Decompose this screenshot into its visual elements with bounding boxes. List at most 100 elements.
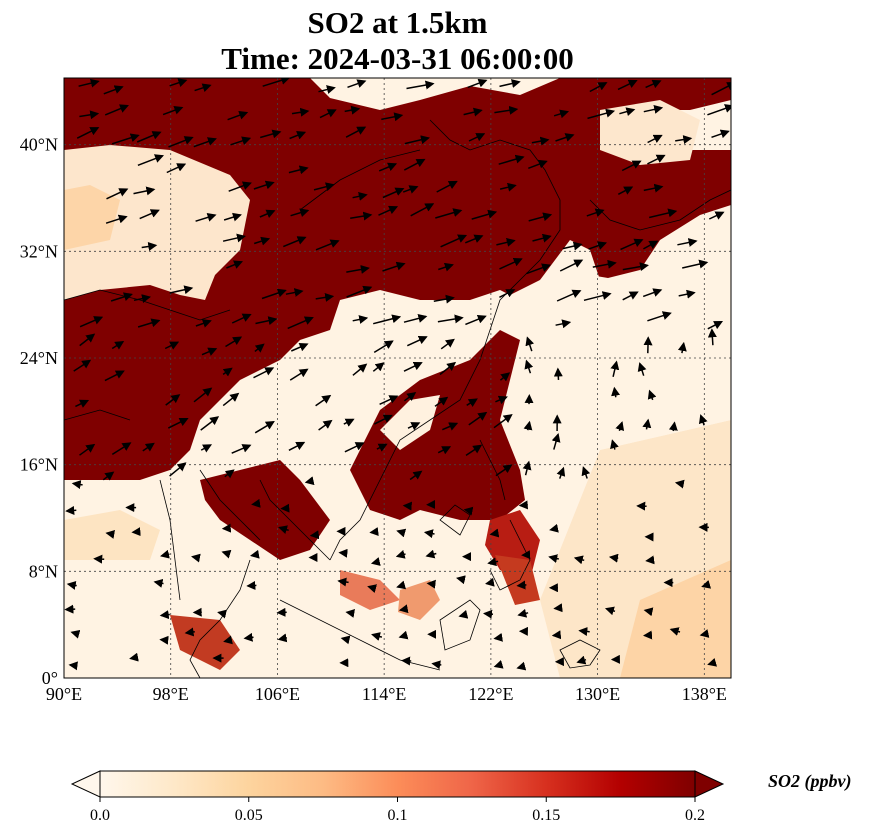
wind-arrow (434, 396, 449, 407)
wind-arrow (169, 78, 188, 87)
wind-arrow (396, 580, 407, 590)
wind-arrow (111, 341, 125, 350)
wind-arrow (340, 635, 351, 645)
so2-low-patch (64, 185, 120, 250)
wind-arrow (403, 158, 426, 171)
wind-arrow (75, 399, 90, 408)
wind-arrow (617, 79, 638, 91)
wind-arrow (465, 314, 487, 326)
wind-arrow (141, 242, 158, 251)
wind-arrow (406, 80, 435, 90)
wind-arrow (194, 83, 212, 93)
wind-arrow (224, 469, 235, 479)
wind-arrow (193, 387, 213, 403)
wind-arrow (378, 162, 398, 172)
wind-arrow (463, 107, 483, 117)
wind-arrow (231, 444, 252, 454)
wind-arrow (620, 238, 644, 251)
wind-arrow (649, 208, 678, 219)
wind-arrow (499, 257, 523, 270)
wind-arrow (495, 464, 513, 477)
wind-arrow (525, 336, 535, 352)
wind-arrow (499, 182, 517, 192)
wind-arrow (559, 259, 584, 272)
wind-arrow (637, 362, 647, 376)
wind-arrow (433, 294, 455, 304)
x-tick-label: 90°E (46, 684, 82, 704)
wind-arrow (622, 291, 639, 301)
wind-arrow (367, 584, 378, 593)
so2-medium-patch (398, 580, 440, 620)
x-tick-label: 122°E (468, 684, 513, 704)
wind-arrow (619, 107, 636, 116)
wind-arrow (677, 238, 698, 247)
wind-arrow (253, 180, 275, 190)
wind-arrow (423, 529, 435, 539)
wind-arrow (643, 607, 654, 617)
wind-arrow (556, 289, 582, 302)
wind-arrow (347, 79, 367, 89)
wind-arrow (105, 529, 116, 539)
wind-arrow (221, 549, 232, 559)
wind-arrow (467, 78, 488, 89)
wind-arrow (551, 630, 562, 640)
wind-arrow (678, 289, 696, 299)
wind-arrow (647, 389, 657, 401)
wind-arrow (458, 609, 469, 619)
wind-arrow (79, 443, 96, 456)
wind-arrow (319, 109, 337, 119)
wind-arrow (643, 104, 664, 114)
wind-arrow (499, 289, 516, 298)
wind-arrow (551, 432, 561, 450)
wind-arrow (647, 311, 672, 322)
wind-arrow (243, 632, 254, 642)
wind-arrow (195, 319, 212, 328)
wind-arrow (277, 633, 288, 643)
wind-arrow (344, 442, 365, 453)
wind-arrow (352, 315, 369, 324)
so2-low-patch (600, 100, 700, 165)
wind-arrow (487, 557, 499, 567)
wind-arrow (137, 154, 165, 167)
wind-arrow (581, 466, 591, 479)
wind-arrow (222, 367, 233, 377)
wind-arrow (438, 262, 454, 272)
wind-arrow (370, 557, 381, 566)
wind-arrow (352, 363, 368, 376)
wind-arrow (345, 608, 356, 618)
wind-arrow (409, 470, 423, 481)
wind-arrow (73, 359, 92, 372)
wind-arrow (369, 527, 379, 537)
wind-arrow (642, 288, 663, 298)
wind-arrow (553, 109, 570, 119)
wind-arrow (586, 208, 605, 217)
wind-arrow (395, 549, 406, 559)
wind-arrow (168, 136, 194, 148)
wind-arrow (371, 632, 383, 641)
wind-arrow (104, 370, 125, 382)
wind-arrow (528, 212, 553, 222)
wind-arrow (106, 188, 129, 200)
wind-arrow (524, 359, 534, 374)
wind-arrow (645, 79, 662, 89)
wind-arrow (253, 367, 275, 379)
wind-arrow (288, 165, 309, 175)
wind-arrow (201, 347, 218, 356)
wind-arrow (675, 135, 693, 145)
wind-arrow (403, 362, 423, 372)
wind-arrow (493, 659, 504, 669)
wind-arrow (698, 414, 708, 426)
wind-arrow (440, 338, 455, 350)
wind-arrow (222, 233, 246, 243)
wind-arrow (578, 627, 590, 637)
map-frame (63, 77, 732, 679)
wind-arrow (250, 549, 260, 559)
wind-arrow (259, 129, 282, 139)
wind-arrow (231, 313, 252, 324)
wind-arrow (136, 131, 162, 143)
wind-arrow (495, 395, 508, 405)
wind-arrow (436, 180, 458, 193)
wind-arrow (516, 580, 527, 590)
wind-arrow (404, 135, 430, 145)
wind-arrow (553, 367, 563, 380)
